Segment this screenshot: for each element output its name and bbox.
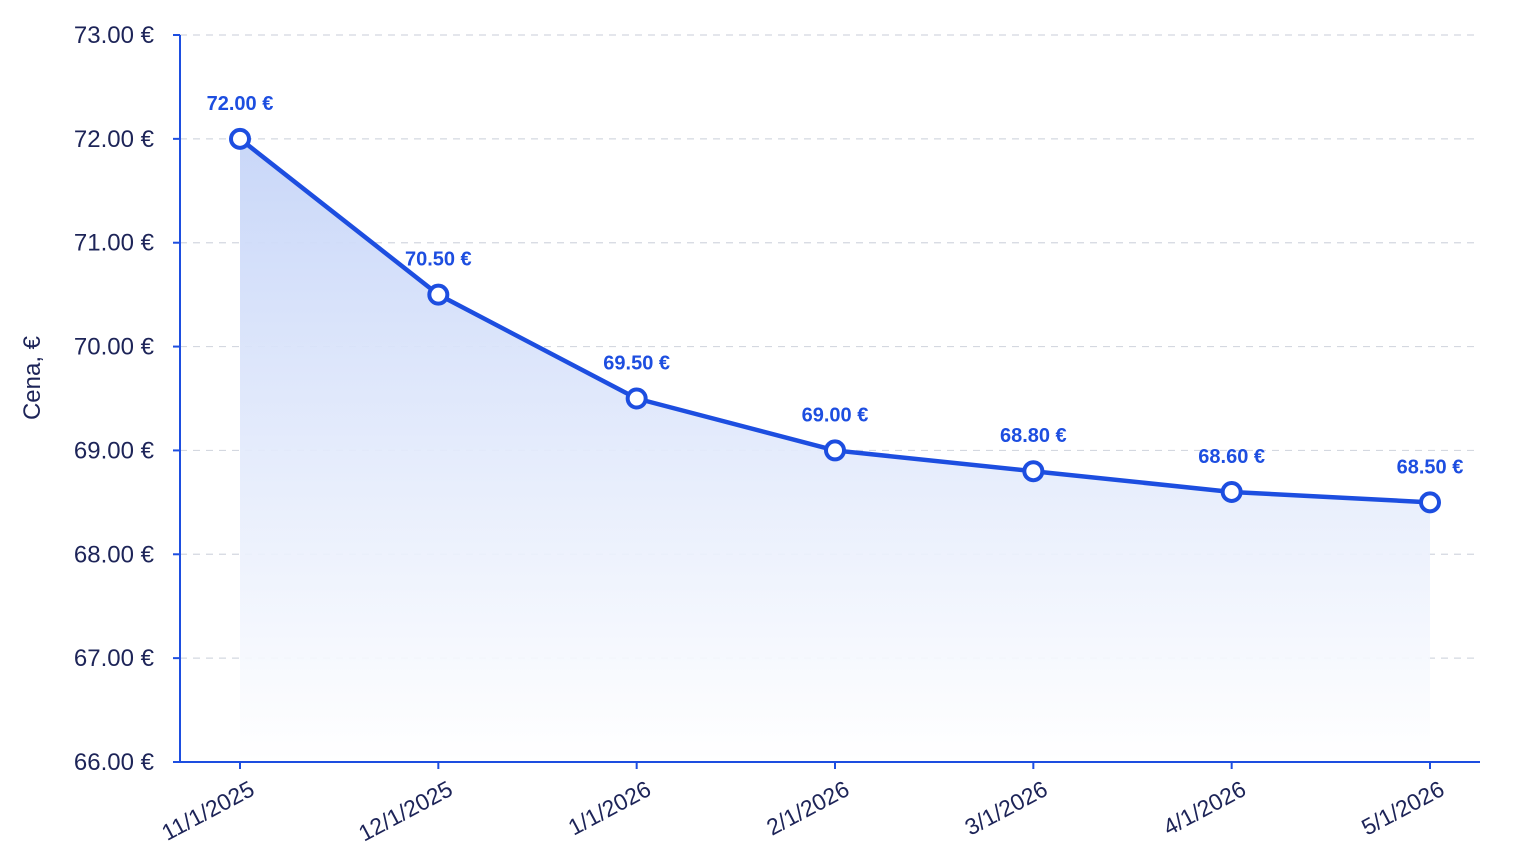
- data-points: [229, 127, 1441, 514]
- data-label: 68.50 €: [1397, 456, 1464, 478]
- data-point: [824, 439, 846, 462]
- data-label: 68.80 €: [1000, 425, 1067, 447]
- y-tick-label: 73.00 €: [74, 22, 155, 49]
- data-point: [1419, 491, 1441, 514]
- data-point: [1022, 460, 1045, 483]
- data-point: [625, 387, 648, 410]
- data-labels: 72.00 € 70.50 € 69.50 € 69.00 € 68.80 € 68.60…: [207, 93, 1464, 479]
- x-tick-label: 4/1/2026: [1159, 775, 1250, 840]
- x-axis-ticks: 11/1/2025 12/1/2025 1/1/2026 2/1/2026 3/1/20…: [157, 762, 1448, 846]
- x-tick-label: 1/1/2026: [564, 775, 655, 840]
- data-label: 69.50 €: [603, 353, 670, 375]
- data-point: [427, 283, 450, 306]
- data-label: 72.00 €: [207, 93, 274, 115]
- x-tick-label: 3/1/2026: [960, 775, 1051, 840]
- data-label: 69.00 €: [802, 404, 869, 426]
- axes: [179, 35, 1480, 763]
- x-tick-label: 5/1/2026: [1357, 775, 1448, 840]
- y-tick-label: 70.00 €: [74, 334, 155, 361]
- x-tick-label: 12/1/2025: [354, 775, 457, 846]
- data-point: [1220, 480, 1243, 503]
- y-tick-label: 69.00 €: [74, 437, 155, 464]
- y-tick-label: 72.00 €: [74, 126, 155, 153]
- y-axis-ticks: 66.00 € 67.00 € 68.00 € 69.00 € 70.00 € 71.00…: [74, 22, 180, 776]
- y-tick-label: 68.00 €: [74, 541, 155, 568]
- data-point: [229, 127, 251, 150]
- x-tick-label: 11/1/2025: [157, 775, 258, 845]
- y-axis-title: Cena, €: [19, 335, 46, 420]
- y-tick-label: 66.00 €: [74, 749, 155, 776]
- y-tick-label: 71.00 €: [74, 230, 155, 257]
- data-label: 68.60 €: [1198, 446, 1265, 468]
- y-tick-label: 67.00 €: [74, 645, 155, 672]
- data-label: 70.50 €: [405, 249, 472, 271]
- x-tick-label: 2/1/2026: [762, 775, 853, 840]
